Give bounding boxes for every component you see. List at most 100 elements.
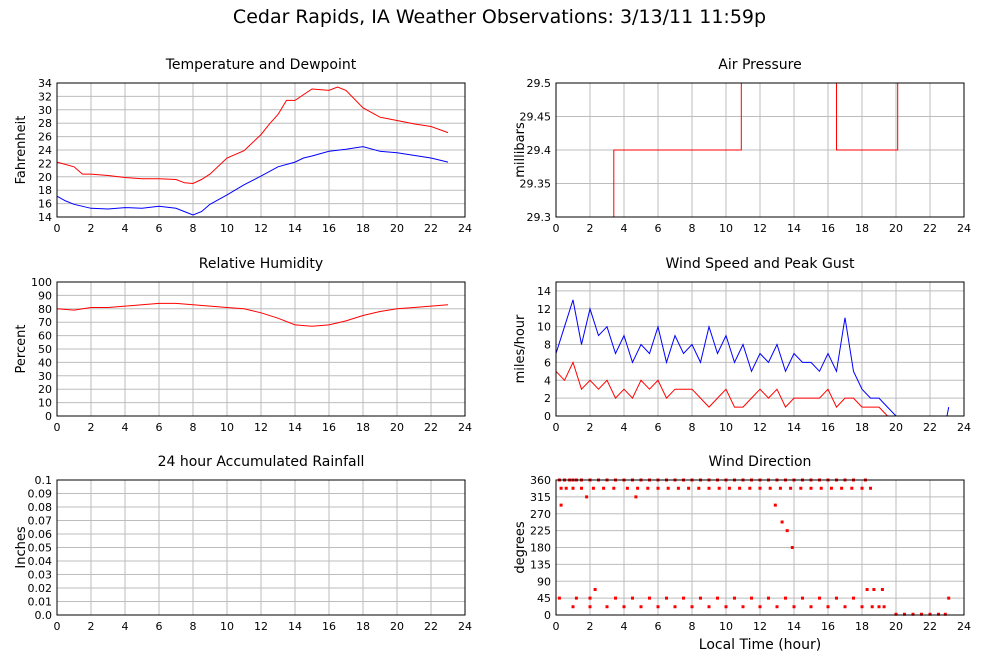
rain-x-tick-label: 16	[322, 620, 336, 633]
pressure-x-tick-label: 20	[889, 222, 903, 235]
winddir-point	[602, 486, 606, 490]
temp-y-tick-label: 18	[38, 184, 52, 197]
wind-y-tick-label: 2	[544, 392, 551, 405]
winddir-point	[748, 486, 752, 490]
winddir-chart-title: Wind Direction	[709, 454, 812, 470]
humidity-y-tick-label: 100	[31, 276, 52, 289]
winddir-x-tick-label: 14	[787, 620, 801, 633]
pressure-plot-frame	[555, 82, 965, 218]
pressure-y-axis-label: millibars	[513, 122, 528, 178]
temp-series-line	[56, 86, 449, 185]
humidity-x-tick-label: 6	[156, 421, 163, 434]
winddir-point	[809, 486, 813, 490]
rain-x-tick-label: 18	[356, 620, 370, 633]
winddir-point	[860, 486, 864, 490]
wind-x-tick-label: 16	[821, 421, 835, 434]
winddir-x-tick-label: 6	[655, 620, 662, 633]
rain-y-tick-label: 0.08	[28, 501, 53, 514]
winddir-point	[860, 605, 864, 609]
temp-x-tick-label: 18	[356, 222, 370, 235]
pressure-y-tick-label: 29.35	[520, 178, 552, 191]
humidity-y-tick-label: 30	[38, 370, 52, 383]
winddir-point	[894, 612, 898, 616]
temp-chart-title: Temperature and Dewpoint	[165, 57, 357, 73]
winddir-point	[767, 596, 770, 600]
winddir-point	[840, 486, 844, 490]
winddir-x-tick-label: 20	[889, 620, 903, 633]
winddir-point	[778, 486, 782, 490]
temp-y-tick-label: 20	[38, 171, 52, 184]
winddir-point	[724, 605, 728, 609]
rain-x-tick-label: 24	[458, 620, 472, 633]
winddir-point	[818, 596, 821, 600]
winddir-point	[631, 596, 634, 600]
rain-x-tick-label: 6	[156, 620, 163, 633]
temp-y-tick-label: 14	[38, 211, 52, 224]
pressure-x-tick-label: 22	[923, 222, 937, 235]
temp-x-tick-label: 6	[156, 222, 163, 235]
winddir-point	[605, 605, 609, 609]
humidity-y-tick-label: 60	[38, 330, 52, 343]
winddir-point	[707, 486, 711, 490]
pressure-x-tick-label: 4	[621, 222, 628, 235]
pressure-x-tick-label: 2	[587, 222, 594, 235]
temp-x-tick-label: 4	[122, 222, 129, 235]
pressure-x-tick-label: 0	[553, 222, 560, 235]
winddir-x-tick-label: 10	[719, 620, 733, 633]
wind-x-tick-label: 0	[553, 421, 560, 434]
temp-x-tick-label: 16	[322, 222, 336, 235]
temp-y-tick-label: 26	[38, 131, 52, 144]
page-title: Cedar Rapids, IA Weather Observations: 3…	[232, 6, 767, 28]
winddir-point	[614, 596, 617, 600]
winddir-point	[612, 486, 616, 490]
wind-y-tick-label: 0	[544, 410, 551, 423]
pressure-x-tick-label: 8	[689, 222, 696, 235]
humidity-y-tick-label: 70	[38, 316, 52, 329]
temp-x-tick-label: 2	[88, 222, 95, 235]
rain-x-tick-label: 14	[288, 620, 302, 633]
winddir-point	[784, 596, 787, 600]
temp-y-tick-label: 16	[38, 198, 52, 211]
winddir-point	[928, 612, 932, 616]
humidity-series-line	[56, 302, 449, 327]
winddir-point	[634, 495, 638, 499]
temp-x-tick-label: 24	[458, 222, 472, 235]
winddir-point	[690, 605, 694, 609]
winddir-point	[843, 605, 847, 609]
winddir-point	[852, 596, 855, 600]
winddir-point	[882, 605, 886, 609]
wind-y-tick-label: 12	[537, 303, 551, 316]
winddir-point	[699, 596, 702, 600]
winddir-point	[571, 605, 575, 609]
winddir-point	[585, 495, 589, 499]
wind-x-tick-label: 4	[621, 421, 628, 434]
pressure-y-tick-label: 29.5	[527, 77, 552, 90]
rain-chart: 0 2 4 6 8 10 12 14 16 18 20 22 240.00.010.020.030.04…	[14, 454, 472, 633]
temp-x-tick-label: 12	[254, 222, 268, 235]
winddir-point	[697, 486, 701, 490]
winddir-point	[636, 486, 640, 490]
wind-x-tick-label: 24	[957, 421, 971, 434]
pressure-y-tick-label: 29.3	[527, 211, 552, 224]
rain-x-tick-label: 4	[122, 620, 129, 633]
temp-series-line	[56, 146, 449, 216]
wind-chart-title: Wind Speed and Peak Gust	[666, 256, 855, 272]
winddir-x-axis-label: Local Time (hour)	[699, 637, 821, 653]
winddir-point	[580, 486, 583, 490]
winddir-y-tick-label: 270	[530, 508, 551, 521]
winddir-point	[682, 596, 685, 600]
temp-y-tick-label: 32	[38, 90, 52, 103]
winddir-y-tick-label: 315	[530, 491, 551, 504]
winddir-x-tick-label: 22	[923, 620, 937, 633]
winddir-y-tick-label: 225	[530, 525, 551, 538]
rain-x-tick-label: 22	[424, 620, 438, 633]
winddir-point	[758, 605, 762, 609]
humidity-x-tick-label: 12	[254, 421, 268, 434]
winddir-point	[880, 588, 884, 591]
winddir-point	[785, 529, 789, 533]
winddir-point	[801, 596, 804, 600]
rain-y-tick-label: 0.07	[28, 515, 53, 528]
rain-y-tick-label: 0.09	[28, 488, 53, 501]
rain-y-tick-label: 0.02	[28, 582, 53, 595]
winddir-point	[707, 605, 711, 609]
